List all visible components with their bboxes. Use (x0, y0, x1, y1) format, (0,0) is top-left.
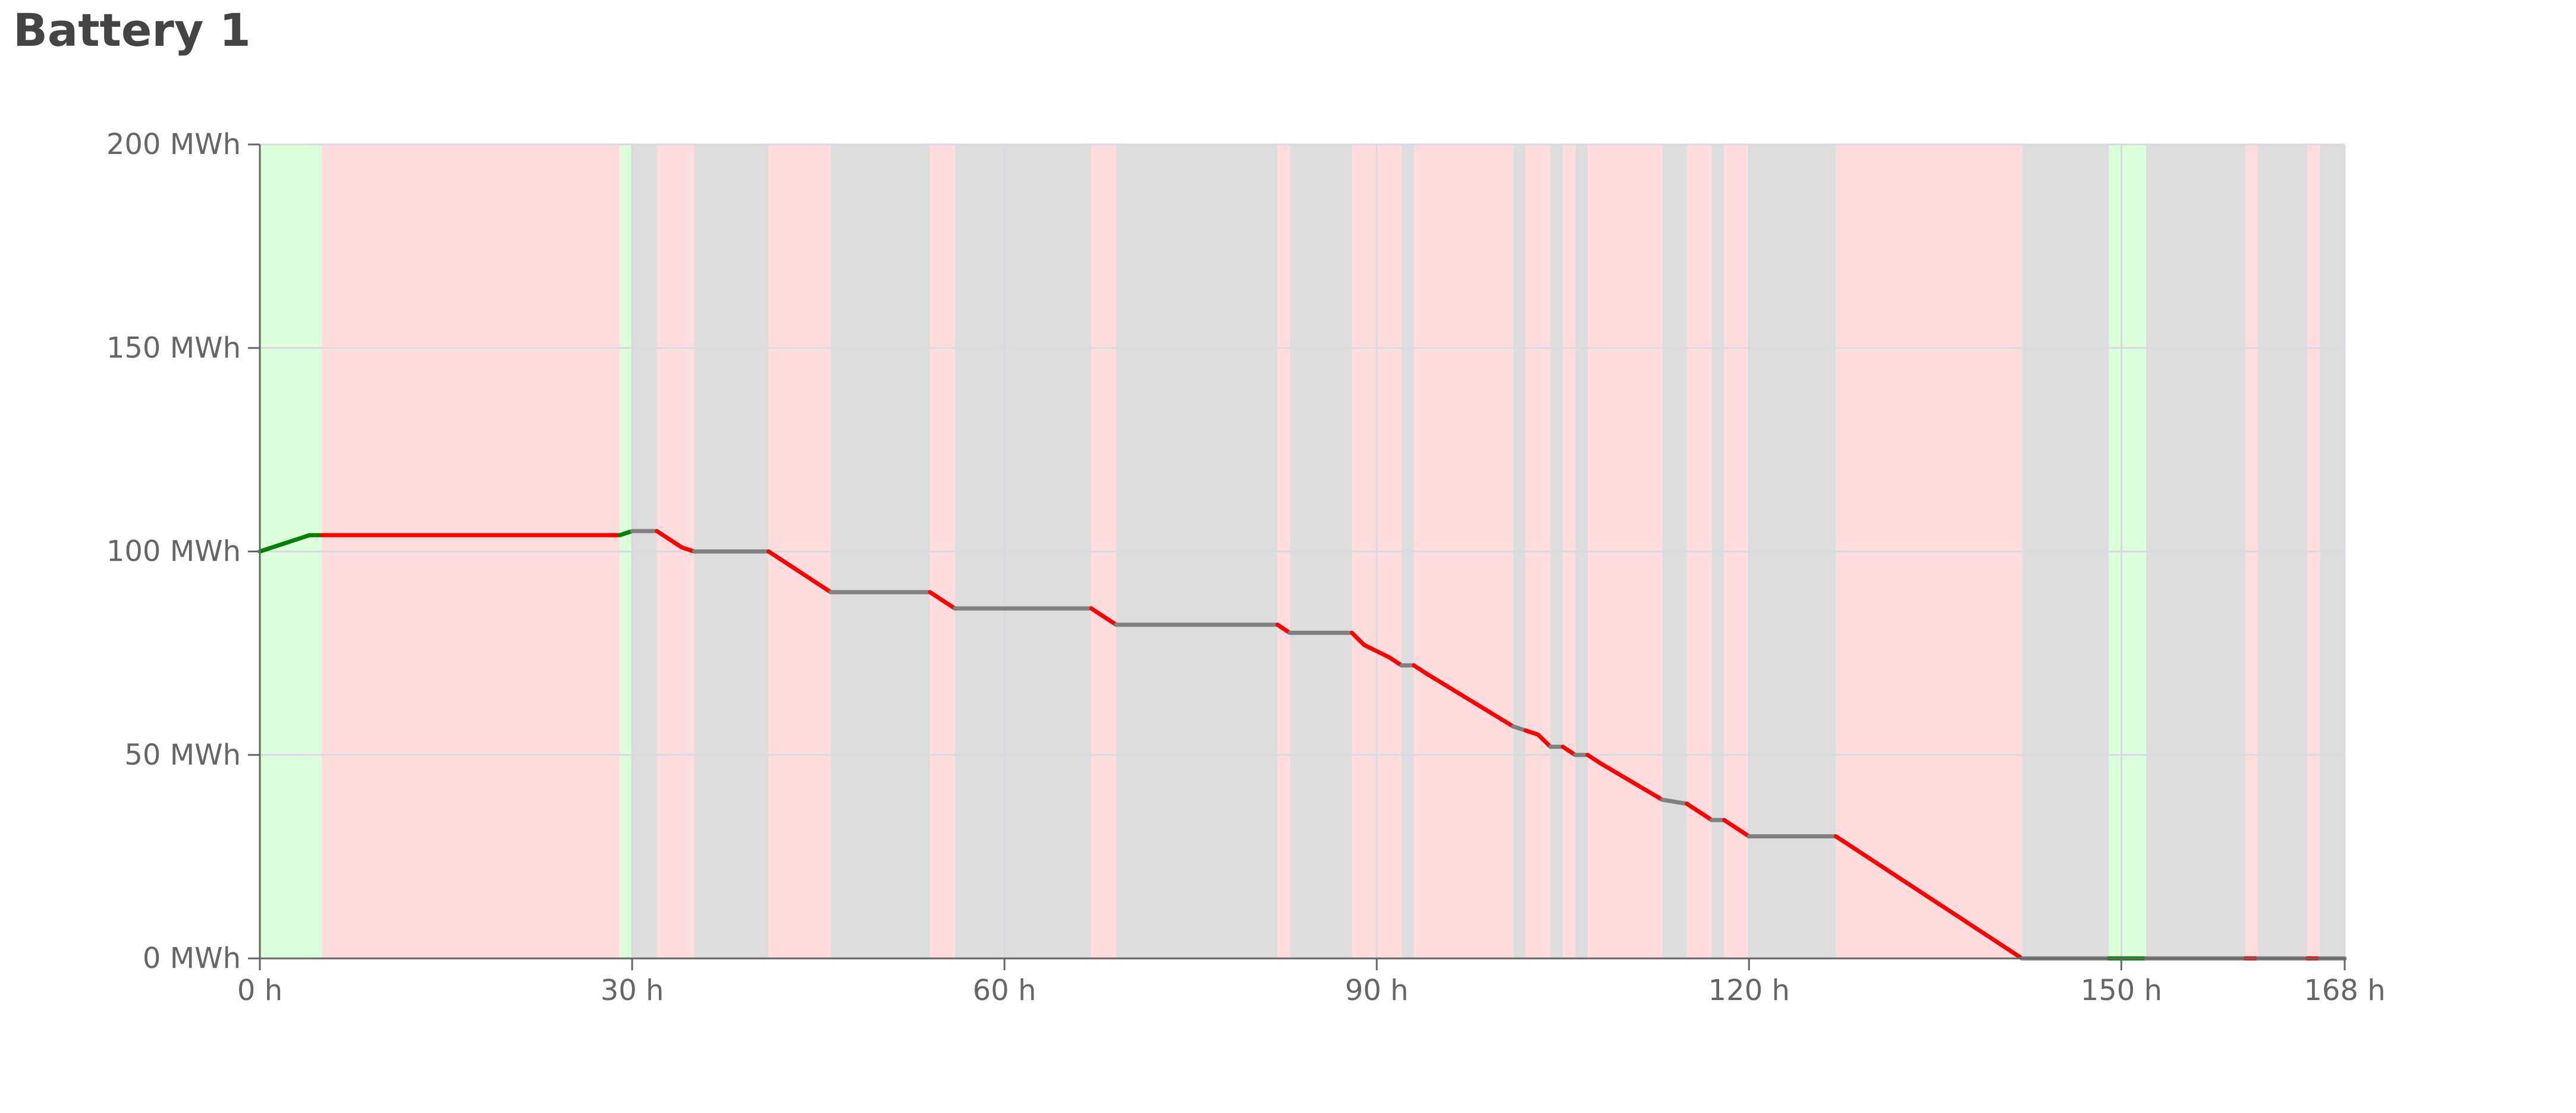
soc-segment-discharge-6 (667, 537, 684, 550)
soc-segment-discharge-14 (940, 598, 957, 611)
soc-segment-discharge-23 (1362, 643, 1391, 659)
chart-title: Battery 1 (13, 4, 251, 56)
soc-segment-discharge-42 (1734, 826, 1751, 839)
soc-segment-charge-0 (257, 533, 312, 554)
soc-segment-discharge-24 (1387, 655, 1404, 668)
x-tick-label: 168 h (2304, 974, 2385, 1007)
x-tick-label: 0 h (237, 974, 282, 1007)
soc-segment-discharge-30 (1536, 732, 1553, 749)
soc-segment-discharge-13 (928, 590, 945, 603)
y-tick-label: 150 MWh (106, 331, 241, 364)
soc-segment-discharge-36 (1598, 760, 1664, 802)
soc-segment-discharge-44 (1833, 834, 1851, 847)
soc-segment-discharge-35 (1585, 753, 1603, 765)
tick-labels: 0 MWh 50 MWh 100 MWh 150 MWh 200 MWh 0 h 30 h 6… (106, 128, 2386, 1007)
x-tick-label: 90 h (1345, 974, 1409, 1007)
grid-lines (260, 143, 2346, 958)
soc-segment-discharge-7 (680, 545, 696, 554)
soc-segment-discharge-46 (2008, 948, 2024, 961)
soc-segment-discharge-10 (779, 557, 821, 586)
x-tick-label: 30 h (601, 974, 664, 1007)
soc-segment-discharge-41 (1722, 818, 1739, 831)
y-tick-label: 50 MWh (124, 738, 241, 772)
x-tick-label: 60 h (973, 974, 1036, 1007)
soc-segment-discharge-45 (1846, 842, 2012, 952)
axes (248, 143, 2346, 970)
soc-segment-idle-37 (1660, 797, 1689, 806)
soc-segment-discharge-27 (1424, 671, 1516, 729)
y-tick-label: 100 MWh (106, 535, 241, 568)
soc-segment-discharge-17 (1101, 614, 1119, 627)
soc-segment-discharge-38 (1685, 801, 1702, 815)
soc-segment-discharge-11 (816, 581, 833, 595)
soc-segment-discharge-39 (1697, 810, 1714, 822)
soc-segment-discharge-5 (655, 529, 672, 542)
soc-segment-idle-28 (1511, 724, 1528, 733)
soc-segment-discharge-26 (1412, 663, 1429, 676)
x-tick-label: 150 h (2081, 974, 2162, 1007)
soc-segment-discharge-29 (1523, 728, 1541, 737)
soc-segment-discharge-9 (766, 549, 783, 562)
soc-line (257, 529, 2347, 961)
x-tick-label: 120 h (1708, 974, 1790, 1007)
y-tick-label: 200 MWh (106, 128, 241, 161)
soc-segment-discharge-22 (1349, 630, 1366, 647)
soc-segment-discharge-16 (1089, 606, 1106, 619)
soc-segment-charge-3 (617, 529, 634, 537)
y-tick-label: 0 MWh (143, 942, 241, 975)
